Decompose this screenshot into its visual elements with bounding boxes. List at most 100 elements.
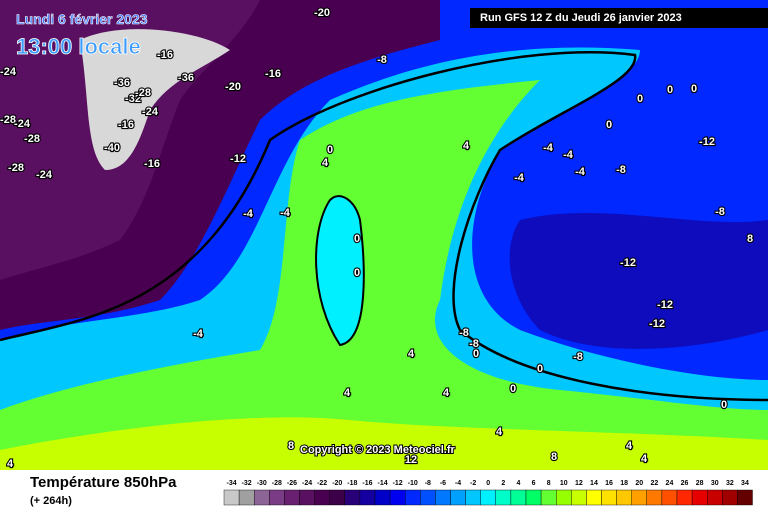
legend-swatch — [601, 489, 617, 506]
contour-label: 0 — [721, 399, 727, 411]
contour-label: 4 — [463, 140, 470, 152]
contour-label: -12 — [699, 136, 715, 148]
contour-label: 0 — [473, 348, 479, 360]
contour-label: 0 — [510, 383, 516, 395]
legend-label: -24 — [302, 480, 312, 487]
contour-label: -36 — [178, 72, 194, 84]
time: 13:00 locale — [16, 34, 141, 59]
legend-swatch — [465, 489, 481, 506]
legend-label: 4 — [516, 480, 520, 487]
contour-label: 0 — [354, 267, 360, 279]
legend-label: 16 — [605, 480, 613, 487]
legend-swatch — [586, 489, 602, 506]
contour-label: -8 — [573, 351, 583, 363]
contour-label: -16 — [118, 119, 134, 131]
legend-label: 22 — [650, 480, 658, 487]
legend-swatch — [299, 489, 315, 506]
legend-swatch — [359, 489, 376, 506]
zero-isotherm — [0, 51, 768, 402]
legend-swatch — [737, 489, 753, 506]
legend-swatch — [676, 489, 693, 506]
contour-label: 0 — [637, 93, 643, 105]
contour-label: -16 — [157, 49, 173, 61]
legend-swatch — [435, 489, 451, 506]
legend-swatch — [661, 489, 678, 506]
legend-label: -10 — [408, 480, 418, 487]
legend-label: 12 — [575, 480, 583, 487]
legend-swatch — [722, 489, 738, 506]
contour-label: -12 — [649, 318, 665, 330]
legend-swatch — [269, 489, 285, 506]
legend-label: 24 — [666, 480, 674, 487]
contour-label: -8 — [459, 327, 469, 339]
contour-label: -8 — [377, 54, 387, 66]
legend-label: -22 — [317, 480, 327, 487]
legend-swatch — [284, 489, 300, 506]
contour-label: 8 — [747, 233, 753, 245]
contour-label: -12 — [620, 257, 636, 269]
legend-label: -8 — [425, 480, 431, 487]
legend-label: 8 — [547, 480, 551, 487]
legend-label: 28 — [696, 480, 704, 487]
legend-swatch — [420, 489, 436, 506]
warm-band — [0, 80, 768, 470]
contour-label: 4 — [344, 387, 351, 399]
contour-label: -4 — [575, 166, 586, 178]
contour-label: 4 — [496, 426, 503, 438]
contour-label: 8 — [551, 451, 557, 463]
legend-swatch — [344, 489, 361, 506]
legend-label: -14 — [377, 480, 387, 487]
legend-label: -4 — [455, 480, 461, 487]
footer-lead: (+ 264h) — [30, 495, 72, 507]
contour-label: -16 — [265, 68, 281, 80]
contour-label: -16 — [144, 158, 160, 170]
contour-label: 4 — [443, 387, 450, 399]
legend-label: 6 — [532, 480, 536, 487]
contour-label: -12 — [657, 299, 673, 311]
contour-label: 4 — [626, 440, 633, 452]
contour-label: -20 — [225, 81, 241, 93]
legend-swatch — [495, 489, 512, 506]
legend-label: -32 — [242, 480, 252, 487]
legend-swatch — [631, 489, 648, 506]
contour-label: -20 — [314, 7, 330, 19]
legend-swatch — [374, 489, 391, 506]
cold-europe — [509, 212, 768, 349]
legend-label: -2 — [470, 480, 476, 487]
legend-swatch — [571, 489, 587, 506]
legend-label: -12 — [393, 480, 403, 487]
legend-label: 18 — [620, 480, 628, 487]
contour-label: 0 — [606, 119, 612, 131]
contour-label: 4 — [641, 453, 648, 465]
legend-swatch — [707, 489, 723, 506]
legend-swatch — [405, 489, 421, 506]
run-info: Run GFS 12 Z du Jeudi 26 janvier 2023 — [480, 12, 682, 24]
legend-swatch — [314, 489, 330, 506]
contour-label: -24 — [14, 118, 31, 130]
legend-label: 26 — [681, 480, 689, 487]
legend-swatch — [646, 489, 663, 506]
contour-label: -24 — [36, 169, 53, 181]
contour-label: 0 — [354, 233, 360, 245]
greenland — [80, 29, 230, 171]
legend-label: 34 — [741, 480, 749, 487]
copyright: Copyright © 2023 Meteociel.fr — [300, 444, 456, 456]
contour-label: 0 — [327, 144, 333, 156]
legend-label: 10 — [560, 480, 568, 487]
contour-label: 0 — [667, 84, 673, 96]
contour-label: 8 — [288, 440, 294, 452]
date: Lundi 6 février 2023 — [16, 11, 148, 27]
legend-label: -34 — [226, 480, 236, 487]
run-box — [470, 8, 768, 28]
contour-label: -32 — [125, 93, 141, 105]
contour-label: -28 — [0, 114, 16, 126]
legend-label: -18 — [347, 480, 357, 487]
contour-label: -4 — [514, 172, 525, 184]
contour-label: -12 — [230, 153, 246, 165]
legend-label: 30 — [711, 480, 719, 487]
contour-label: -24 — [142, 106, 159, 118]
legend-label: -28 — [272, 480, 282, 487]
warm-south — [0, 417, 768, 470]
legend-swatch — [238, 489, 255, 506]
